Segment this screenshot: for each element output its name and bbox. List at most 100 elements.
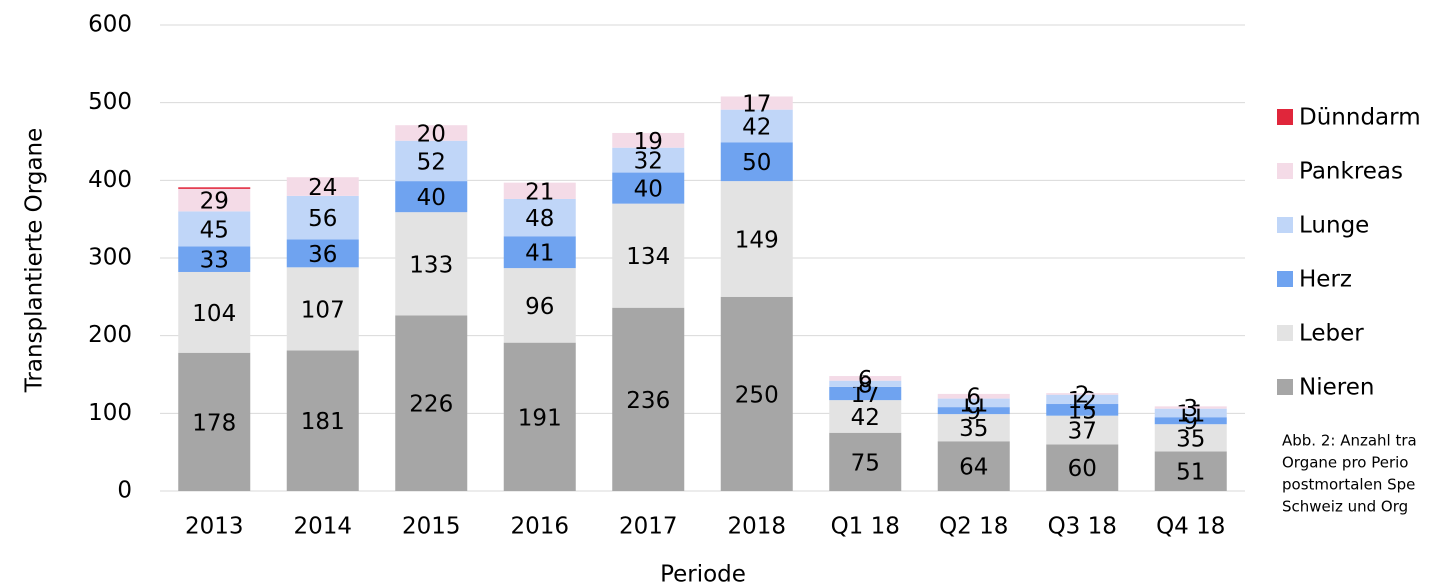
bar-segment bbox=[1154, 451, 1227, 491]
data-label: 36 bbox=[308, 242, 337, 268]
data-label: 37 bbox=[1068, 419, 1097, 445]
legend-label: Dünndarm bbox=[1299, 105, 1421, 131]
x-tick-label: Q3 18 bbox=[1048, 514, 1117, 540]
legend-label: Pankreas bbox=[1299, 159, 1403, 185]
bar-segment bbox=[503, 182, 576, 199]
y-tick-label: 300 bbox=[88, 245, 132, 271]
bar-segment bbox=[178, 246, 251, 272]
data-label: 24 bbox=[308, 175, 337, 201]
data-label: 107 bbox=[301, 297, 345, 323]
bar-segment bbox=[503, 198, 576, 237]
bar-segment bbox=[395, 140, 468, 182]
data-label: 48 bbox=[525, 206, 554, 232]
data-label: 250 bbox=[735, 382, 779, 408]
bar-segment bbox=[178, 271, 251, 353]
bar-segment bbox=[829, 376, 902, 381]
data-label: 6 bbox=[966, 385, 981, 411]
bar-segment bbox=[937, 398, 1010, 408]
legend-swatch bbox=[1277, 325, 1293, 341]
y-tick-label: 500 bbox=[88, 89, 132, 115]
legend-swatch bbox=[1277, 271, 1293, 287]
data-label: 21 bbox=[525, 179, 554, 205]
data-label: 181 bbox=[301, 409, 345, 435]
y-tick-label: 100 bbox=[88, 400, 132, 426]
data-label: 32 bbox=[634, 149, 663, 175]
bar-segment bbox=[503, 268, 576, 343]
bar-segment bbox=[178, 352, 251, 491]
legend-label: Lunge bbox=[1299, 213, 1369, 239]
bar-segment bbox=[829, 400, 902, 433]
x-axis-title: Periode bbox=[660, 562, 746, 588]
bar-segment bbox=[1046, 404, 1119, 416]
bar-segment bbox=[286, 195, 359, 240]
x-tick-label: Q2 18 bbox=[939, 514, 1008, 540]
data-label: 56 bbox=[308, 206, 337, 232]
x-tick-label: Q4 18 bbox=[1156, 514, 1225, 540]
bar-segment bbox=[1046, 393, 1119, 395]
bar-segment bbox=[503, 236, 576, 269]
data-label: 42 bbox=[851, 405, 880, 431]
bar-segment bbox=[503, 342, 576, 491]
bar-segment bbox=[1154, 408, 1227, 418]
bar-segment bbox=[937, 407, 1010, 415]
bar-segment bbox=[395, 315, 468, 491]
caption-line: Schweiz und Org bbox=[1282, 498, 1408, 516]
data-label: 12 bbox=[1068, 388, 1097, 414]
data-label: 191 bbox=[518, 405, 562, 431]
data-label: 33 bbox=[200, 248, 229, 274]
bar-segment bbox=[178, 188, 251, 212]
data-label: 236 bbox=[626, 388, 670, 414]
data-label: 133 bbox=[409, 252, 453, 278]
bar-segment bbox=[937, 441, 1010, 491]
caption-line: postmortalen Spe bbox=[1282, 476, 1415, 494]
bar-segment bbox=[720, 296, 793, 491]
y-tick-label: 600 bbox=[88, 12, 132, 38]
bar-segment bbox=[178, 211, 251, 247]
data-label: 20 bbox=[417, 121, 446, 147]
data-label: 104 bbox=[192, 301, 236, 327]
bar-segment bbox=[286, 267, 359, 351]
data-label: 149 bbox=[735, 227, 779, 253]
data-label: 60 bbox=[1068, 456, 1097, 482]
data-label: 2 bbox=[1075, 382, 1090, 408]
data-label: 134 bbox=[626, 244, 670, 270]
data-label: 178 bbox=[192, 410, 236, 436]
x-tick-label: 2016 bbox=[510, 514, 569, 540]
data-label: 52 bbox=[417, 149, 446, 175]
bar-segment bbox=[286, 239, 359, 268]
bar-segment bbox=[829, 386, 902, 401]
bar-segment bbox=[395, 181, 468, 213]
bar-segment bbox=[286, 177, 359, 196]
data-label: 40 bbox=[417, 185, 446, 211]
data-label: 41 bbox=[525, 241, 554, 267]
bar-segment bbox=[937, 393, 1010, 399]
y-tick-label: 0 bbox=[117, 478, 132, 504]
legend-swatch bbox=[1277, 379, 1293, 395]
data-label: 3 bbox=[1183, 396, 1198, 422]
bar-segment bbox=[178, 187, 251, 189]
x-tick-label: 2013 bbox=[185, 514, 244, 540]
x-tick-label: 2018 bbox=[727, 514, 786, 540]
bar-segment bbox=[1046, 444, 1119, 491]
data-label: 35 bbox=[1176, 426, 1205, 452]
data-label: 29 bbox=[200, 189, 229, 215]
y-axis-title: Transplantierte Organe bbox=[22, 128, 48, 394]
bar-segment bbox=[286, 350, 359, 491]
caption-line: Organe pro Perio bbox=[1282, 454, 1408, 472]
data-label: 226 bbox=[409, 392, 453, 418]
bar-segment bbox=[1046, 415, 1119, 445]
bar-segment bbox=[1154, 424, 1227, 452]
data-label: 75 bbox=[851, 450, 880, 476]
legend-swatch bbox=[1277, 163, 1293, 179]
bar-segment bbox=[720, 142, 793, 182]
data-label: 6 bbox=[858, 367, 873, 393]
data-label: 64 bbox=[959, 455, 988, 481]
data-label: 42 bbox=[742, 114, 771, 140]
bar-segment bbox=[937, 414, 1010, 442]
bar-segment bbox=[612, 307, 685, 491]
data-label: 96 bbox=[525, 294, 554, 320]
caption-line: Abb. 2: Anzahl tra bbox=[1282, 432, 1417, 450]
legend-swatch bbox=[1277, 109, 1293, 125]
data-label: 50 bbox=[742, 150, 771, 176]
